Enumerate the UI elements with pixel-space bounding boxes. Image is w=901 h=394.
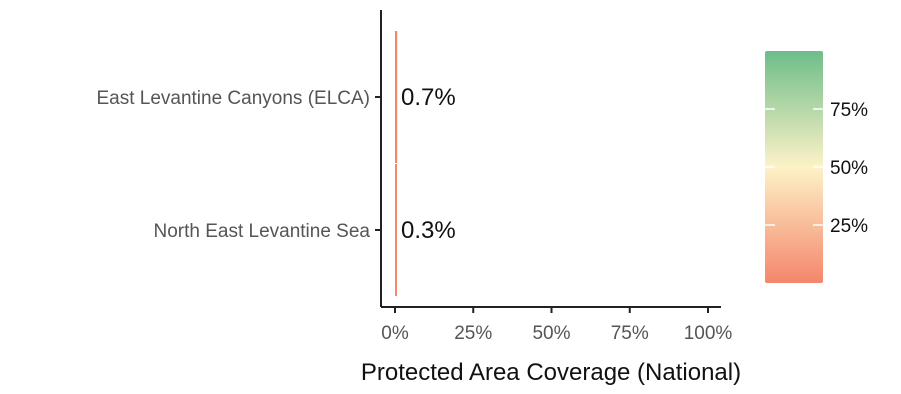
x-tick-label: 25%	[454, 323, 492, 344]
colorbar-label: 75%	[830, 100, 868, 121]
category-label: East Levantine Canyons (ELCA)	[96, 88, 370, 109]
bars	[395, 31, 398, 296]
x-tick-label: 0%	[381, 323, 409, 344]
color-legend: 25% 50% 75%	[765, 51, 868, 283]
category-label: North East Levantine Sea	[153, 221, 370, 242]
bar	[395, 31, 398, 163]
axes	[375, 10, 721, 308]
data-label: 0.3%	[401, 217, 456, 244]
data-labels: 0.7% 0.3%	[401, 84, 456, 244]
colorbar-label: 50%	[830, 158, 868, 179]
x-tick-label: 100%	[684, 323, 733, 344]
colorbar-label: 25%	[830, 216, 868, 237]
category-labels: East Levantine Canyons (ELCA) North East …	[96, 88, 370, 242]
x-axis-ticks: 0% 25% 50% 75% 100%	[381, 307, 732, 344]
bar	[395, 164, 397, 296]
x-axis-title: Protected Area Coverage (National)	[361, 359, 741, 386]
x-tick-label: 75%	[611, 323, 649, 344]
x-tick-label: 50%	[532, 323, 570, 344]
data-label: 0.7%	[401, 84, 456, 111]
colorbar	[765, 51, 823, 283]
